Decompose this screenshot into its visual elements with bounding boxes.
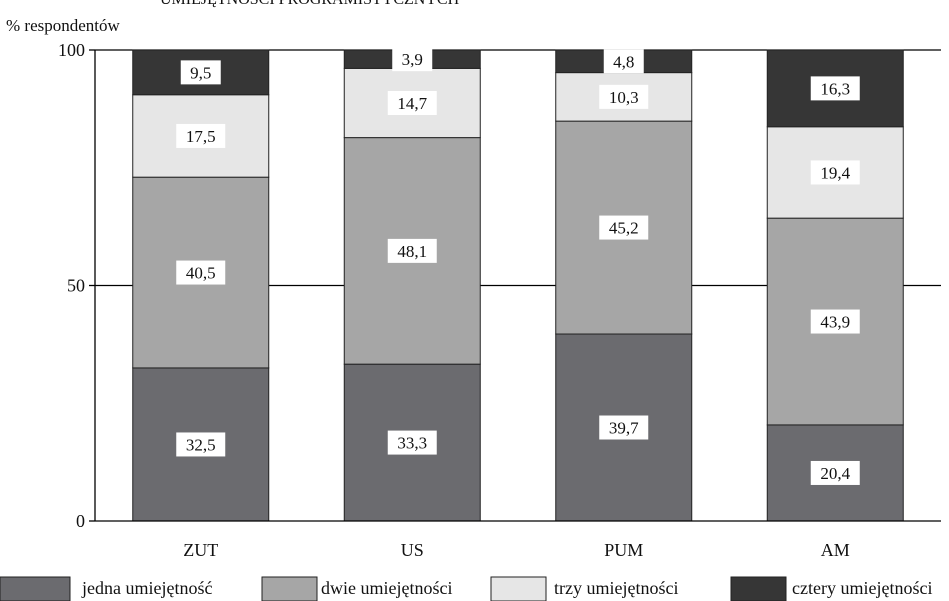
legend-label: cztery umiejętności [792,578,932,598]
data-label-box [599,415,649,440]
data-label: 14,7 [397,94,427,113]
data-label: 19,4 [820,163,850,182]
data-label: 4,8 [613,52,634,71]
y-tick-label: 100 [58,40,85,60]
data-label: 16,3 [820,79,850,98]
legend-swatch [730,576,787,601]
y-tick-label: 0 [76,511,85,531]
data-label-box [599,84,649,109]
x-tick-label: US [401,540,424,560]
data-label-box [387,430,437,455]
data-label-box [603,49,644,74]
data-label-box [810,76,860,101]
data-label: 43,9 [820,313,850,332]
axes: 0 50 100 ZUT US PUM AM [58,40,941,560]
data-label-box [176,432,226,457]
legend-label: trzy umiejętności [554,578,678,598]
legend-swatch [490,576,547,601]
data-label: 20,4 [820,464,850,483]
x-tick-label: AM [821,540,850,560]
data-label-box [387,90,437,115]
data-label: 32,5 [186,435,216,454]
data-label-box [599,215,649,240]
data-label: 33,3 [397,434,427,453]
data-label-box [180,60,221,85]
data-label: 39,7 [609,419,639,438]
x-tick-label: PUM [604,540,643,560]
y-axis-label: % respondentów [6,16,121,35]
legend-swatch [261,576,318,601]
legend: jedna umiejętność dwie umiejętności trzy u… [0,576,932,601]
data-label: 17,5 [186,127,216,146]
data-label-box [810,160,860,185]
data-label: 48,1 [397,242,427,261]
legend-label: dwie umiejętności [321,578,452,598]
data-label: 3,9 [402,50,423,69]
legend-label: jedna umiejętność [81,578,212,598]
data-label-box [810,460,860,485]
data-label-box [176,123,226,148]
legend-swatch [0,576,71,601]
data-label-box [392,47,433,72]
data-label: 10,3 [609,88,639,107]
data-label-box [387,238,437,263]
chart-title: UMIEJĘTNOŚCI PROGRAMISTYCZNYCH [160,0,460,8]
bars-group: 32,5 40,5 17,5 9,5 33,3 48,1 14,7 3,9 39,7 45,2 10… [132,47,904,522]
data-label: 45,2 [609,219,639,238]
data-label: 9,5 [190,63,211,82]
data-label-box [176,260,226,285]
x-tick-label: ZUT [183,540,218,560]
data-label: 40,5 [186,264,216,283]
data-label-box [810,309,860,334]
y-tick-label: 50 [67,276,85,296]
